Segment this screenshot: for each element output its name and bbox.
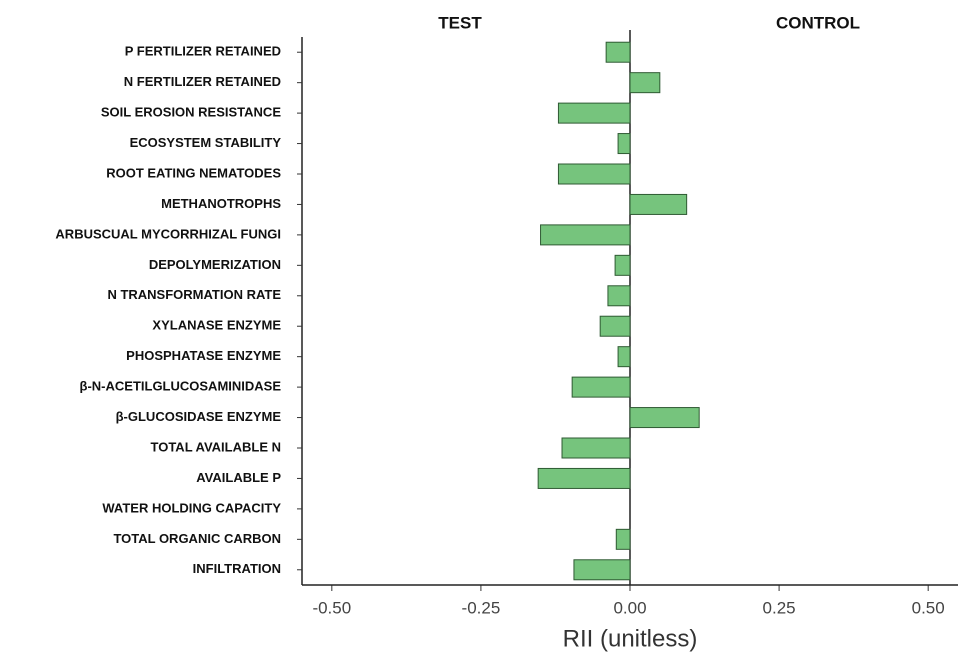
bar — [614, 254, 631, 276]
bar — [540, 224, 631, 246]
bar — [537, 467, 631, 489]
x-tick-label: 0.25 — [763, 598, 796, 617]
y-tick-label: N TRANSFORMATION RATE — [107, 287, 281, 302]
bar — [557, 102, 631, 124]
annotation: CONTROL — [776, 13, 860, 32]
bar — [571, 376, 631, 398]
x-tick-label: 0.00 — [613, 598, 646, 617]
bar — [561, 437, 631, 459]
bar — [599, 315, 631, 337]
y-tick-label: INFILTRATION — [193, 561, 281, 576]
bar — [615, 528, 631, 550]
y-tick-label: P FERTILIZER RETAINED — [125, 44, 281, 59]
x-tick-label: -0.25 — [462, 598, 501, 617]
y-tick-label: AVAILABLE P — [196, 470, 281, 485]
y-tick-label: PHOSPHATASE ENZYME — [126, 348, 281, 363]
y-tick-label: METHANOTROPHS — [161, 196, 281, 211]
y-tick-label: TOTAL ORGANIC CARBON — [113, 531, 281, 546]
x-axis-label: RII (unitless) — [563, 625, 698, 652]
y-tick-label: SOIL EROSION RESISTANCE — [101, 105, 281, 120]
bar — [607, 285, 631, 307]
y-tick-label: ROOT EATING NEMATODES — [106, 165, 281, 180]
y-tick-label: ECOSYSTEM STABILITY — [130, 135, 282, 150]
bar — [629, 407, 700, 429]
x-tick-label: -0.50 — [312, 598, 351, 617]
y-tick-label: DEPOLYMERIZATION — [149, 257, 281, 272]
annotation: TEST — [438, 13, 482, 32]
y-tick-label: WATER HOLDING CAPACITY — [102, 500, 281, 515]
y-tick-label: XYLANASE ENZYME — [152, 318, 281, 333]
y-tick-label: TOTAL AVAILABLE N — [151, 439, 281, 454]
y-tick-label: β-GLUCOSIDASE ENZYME — [116, 409, 282, 424]
bar — [629, 193, 688, 215]
x-tick-label: 0.50 — [912, 598, 945, 617]
bar — [557, 163, 631, 185]
y-tick-label: N FERTILIZER RETAINED — [124, 74, 281, 89]
y-tick-label: ARBUSCUAL MYCORRHIZAL FUNGI — [55, 226, 281, 241]
bar — [605, 41, 631, 63]
bar — [629, 72, 661, 94]
bar — [573, 559, 631, 581]
y-tick-label: β-N-ACETILGLUCOSAMINIDASE — [80, 379, 282, 394]
bar — [617, 346, 631, 368]
bar — [617, 133, 631, 155]
